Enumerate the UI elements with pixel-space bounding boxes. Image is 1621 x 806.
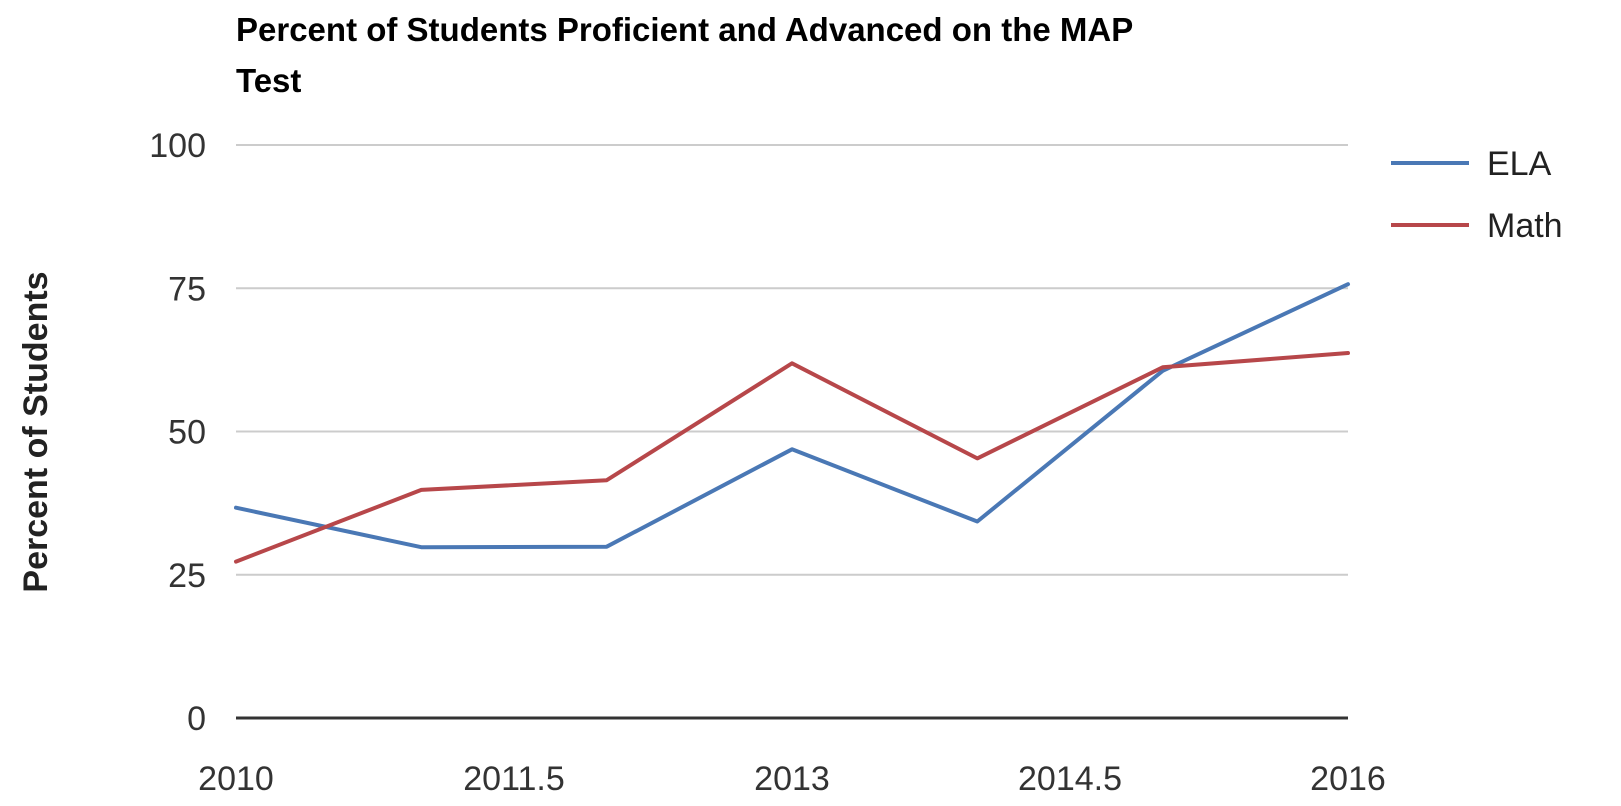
x-tick-label-2016: 2016 <box>1310 760 1386 798</box>
legend-label-ela: ELA <box>1487 145 1552 183</box>
x-tick-label-2014.5: 2014.5 <box>1018 760 1122 798</box>
x-tick-label-2010: 2010 <box>198 760 274 798</box>
series-lines <box>234 282 1350 564</box>
series-line-ela <box>234 282 1350 550</box>
x-axis-ticks: 2010 2011.5 2013 2014.5 2016 <box>198 760 1386 798</box>
gridlines <box>236 144 1348 720</box>
chart-title-line-2: Test <box>236 62 301 99</box>
y-tick-label-50: 50 <box>168 414 206 452</box>
y-axis-label: Percent of Students <box>17 271 55 592</box>
x-tick-label-2011.5: 2011.5 <box>463 760 564 798</box>
y-tick-label-0: 0 <box>187 700 206 738</box>
y-tick-label-25: 25 <box>168 557 206 595</box>
y-tick-label-100: 100 <box>149 127 206 165</box>
y-tick-label-75: 75 <box>168 270 206 308</box>
chart-title-line-1: Percent of Students Proficient and Advan… <box>236 11 1133 48</box>
y-axis-ticks: 0 25 50 75 100 <box>149 127 206 738</box>
series-line-math <box>234 351 1350 564</box>
legend-label-math: Math <box>1487 207 1563 245</box>
x-tick-label-2013: 2013 <box>754 760 830 798</box>
legend: ELA Math <box>1391 145 1563 245</box>
